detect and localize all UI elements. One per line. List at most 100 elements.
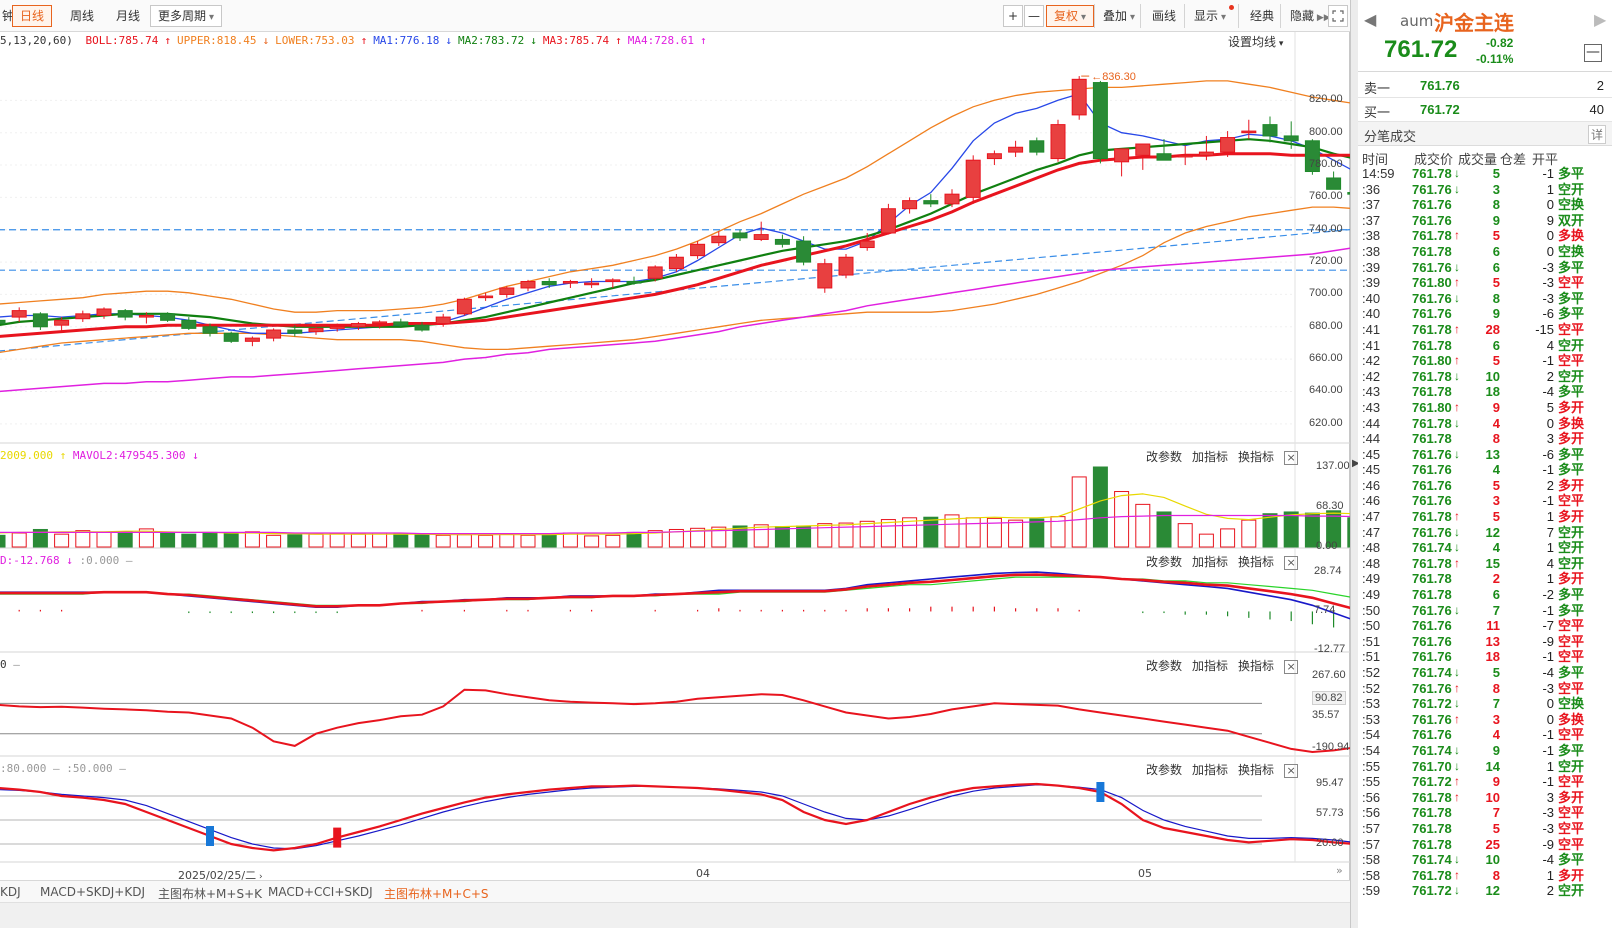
- tab-daily[interactable]: 日线: [12, 5, 53, 27]
- tick-direction-icon: ↓: [1454, 259, 1460, 274]
- collapse-icon[interactable]: —: [1584, 44, 1602, 62]
- panel-splitter[interactable]: ▶: [1350, 0, 1360, 928]
- cci-params-button[interactable]: 改参数: [1146, 659, 1183, 673]
- kdj-swap-button[interactable]: 换指标: [1238, 763, 1275, 777]
- prev-contract-icon[interactable]: ◀: [1364, 10, 1377, 29]
- macd-tools: 改参数 加指标 换指标 ×: [1146, 553, 1308, 570]
- candle-up: [1241, 130, 1257, 134]
- ma-settings-dropdown[interactable]: 设置均线 ▾: [1228, 35, 1284, 49]
- tab-weekly[interactable]: 周线: [70, 9, 95, 23]
- tick-nature: 空开: [1558, 368, 1585, 384]
- tick-volume: 6: [1492, 587, 1500, 603]
- volume-bar: [753, 524, 769, 548]
- volume-params-button[interactable]: 改参数: [1146, 450, 1183, 464]
- template-tab-macd-skdj-kdj[interactable]: MACD+SKDJ+KDJ: [40, 885, 145, 899]
- next-contract-icon[interactable]: ▶: [1594, 10, 1607, 29]
- macd-close-icon[interactable]: ×: [1284, 556, 1299, 570]
- price-axis-label: 660.00: [1309, 352, 1343, 365]
- tick-time: :52: [1362, 680, 1381, 696]
- tick-oi-change: 2: [1546, 368, 1554, 384]
- fuquan-dropdown[interactable]: 复权: [1046, 5, 1095, 27]
- draw-line-button[interactable]: 画线: [1152, 9, 1177, 23]
- kdj-add-button[interactable]: 加指标: [1192, 763, 1229, 777]
- expand-icon[interactable]: [1328, 5, 1348, 27]
- zoom-out-button[interactable]: —: [1024, 5, 1044, 27]
- tick-price: 761.78: [1412, 228, 1452, 244]
- price-axis-label: 640.00: [1309, 384, 1343, 397]
- volume-swap-button[interactable]: 换指标: [1238, 450, 1275, 464]
- tick-time: :44: [1362, 415, 1381, 431]
- price-axis-label: 720.00: [1309, 255, 1343, 268]
- kdj-close-icon[interactable]: ×: [1284, 764, 1299, 778]
- volume-axis-label: 68.30: [1316, 500, 1344, 513]
- candlestick-chart[interactable]: ←836.30: [0, 0, 1350, 880]
- kdj-d-line: [0, 784, 1350, 850]
- candle-up: [1220, 137, 1236, 153]
- zoom-in-button[interactable]: +: [1003, 5, 1023, 27]
- cci-swap-button[interactable]: 换指标: [1238, 659, 1275, 673]
- splitter-grip-icon[interactable]: ▶: [1352, 458, 1360, 469]
- template-tab-boll-msk[interactable]: 主图布林+M+S+K: [158, 887, 263, 901]
- macd-add-button[interactable]: 加指标: [1192, 555, 1229, 569]
- volume-bar: [796, 525, 812, 548]
- tick-row: :57 761.78 5 -3 空平: [1358, 821, 1612, 837]
- tick-price: 761.72: [1412, 774, 1452, 790]
- volume-tools: 改参数 加指标 换指标 ×: [1146, 448, 1308, 465]
- tick-volume: 9: [1492, 306, 1500, 322]
- tick-row: :58 761.78 ↑ 8 1 多开: [1358, 868, 1612, 884]
- tick-row: :51 761.76 18 -1 空平: [1358, 649, 1612, 665]
- tab-monthly[interactable]: 月线: [116, 9, 141, 23]
- volume-bar: [499, 533, 515, 548]
- tick-time: :42: [1362, 368, 1381, 384]
- tick-direction-icon: ↓: [1454, 852, 1460, 867]
- kdj-params-button[interactable]: 改参数: [1146, 763, 1183, 777]
- kdj-cross-marker: [1096, 782, 1105, 802]
- candle-up: [308, 327, 324, 333]
- scroll-right-icon[interactable]: »: [1336, 864, 1343, 877]
- volume-add-button[interactable]: 加指标: [1192, 450, 1229, 464]
- volume-close-icon[interactable]: ×: [1284, 451, 1299, 465]
- template-tab-kdj[interactable]: KDJ: [0, 885, 21, 899]
- tick-price: 761.76: [1412, 306, 1452, 322]
- ticks-detail-button[interactable]: 详: [1587, 125, 1606, 144]
- volume-bar: [1262, 513, 1278, 548]
- cci-close-icon[interactable]: ×: [1284, 660, 1299, 674]
- display-dropdown[interactable]: 显示: [1186, 5, 1234, 27]
- tick-volume: 5: [1492, 509, 1500, 525]
- tick-row: :46 761.76 3 -1 空平: [1358, 493, 1612, 509]
- cci-axis-label: -190.94: [1312, 741, 1350, 753]
- volume-bar: [244, 531, 260, 548]
- hide-button[interactable]: 隐藏 ▶▶: [1290, 9, 1331, 23]
- tick-price: 761.78: [1412, 555, 1452, 571]
- macd-swap-button[interactable]: 换指标: [1238, 555, 1275, 569]
- tick-nature: 多平: [1558, 602, 1585, 618]
- volume-bar: [1283, 511, 1299, 548]
- period-cut-label[interactable]: 钟: [2, 9, 15, 23]
- tick-oi-change: 0: [1546, 243, 1554, 259]
- tick-nature: 空换: [1558, 243, 1585, 259]
- tick-nature: 多平: [1558, 742, 1585, 758]
- overlay-dropdown[interactable]: 叠加: [1095, 5, 1143, 27]
- candle-down: [223, 332, 239, 342]
- cci-add-button[interactable]: 加指标: [1192, 659, 1229, 673]
- tick-volume: 9: [1492, 399, 1500, 415]
- tick-nature: 多开: [1558, 431, 1585, 447]
- more-periods-dropdown[interactable]: 更多周期: [150, 5, 223, 27]
- candle-up: [96, 308, 112, 316]
- classic-button[interactable]: 经典: [1250, 9, 1275, 23]
- tick-oi-change: -1: [1542, 649, 1554, 665]
- tick-time: :46: [1362, 477, 1381, 493]
- ticks-title: 分笔成交: [1364, 130, 1417, 145]
- ticks-list[interactable]: 14:59 761.78 ↓ 5 -1 多平:36 761.76 ↓ 3 1 空开:37 761.76…: [1358, 166, 1612, 899]
- tick-direction-icon: ↑: [1454, 680, 1460, 695]
- volume-bar: [329, 533, 345, 548]
- candle-up: [584, 282, 600, 286]
- kdj-axis-label: 95.47: [1316, 776, 1344, 789]
- template-tab-macd-cci-skdj[interactable]: MACD+CCI+SKDJ: [268, 885, 373, 899]
- horizontal-scrollbar[interactable]: [0, 902, 1350, 928]
- template-tab-boll-mcs[interactable]: 主图布林+M+C+S: [384, 887, 489, 901]
- chart-area[interactable]: 钟 日线 周线 月线 更多周期 + — 复权 叠加 画线 显示 经典 隐藏 ▶▶…: [0, 0, 1350, 928]
- macd-params-button[interactable]: 改参数: [1146, 555, 1183, 569]
- price-axis-label: 620.00: [1309, 416, 1343, 429]
- tick-price: 761.74: [1412, 540, 1452, 556]
